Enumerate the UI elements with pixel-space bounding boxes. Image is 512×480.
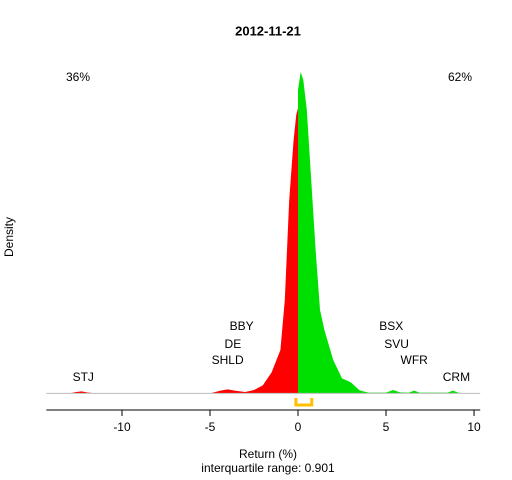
- x-axis-label: Return (%): [239, 447, 297, 461]
- density-area: [298, 72, 466, 394]
- ticker-label: SVU: [384, 337, 409, 351]
- ticker-label: STJ: [73, 370, 94, 384]
- y-axis-label: Density: [2, 217, 16, 257]
- subtitle: interquartile range: 0.901: [201, 461, 335, 475]
- x-tick-label: 10: [467, 420, 481, 434]
- ticker-label: WFR: [401, 353, 429, 367]
- ticker-label: CRM: [443, 370, 470, 384]
- iqr-bracket: [294, 398, 314, 407]
- ticker-label: DE: [225, 337, 242, 351]
- x-tick-label: 0: [295, 420, 302, 434]
- x-tick-label: -10: [113, 420, 131, 434]
- ticker-label: SHLD: [212, 353, 244, 367]
- right-share: 62%: [448, 70, 472, 84]
- chart-title: 2012-11-21: [235, 23, 301, 38]
- ticker-label: BBY: [230, 319, 254, 333]
- x-tick-label: 5: [383, 420, 390, 434]
- ticker-label: BSX: [379, 319, 403, 333]
- x-tick-label: -5: [205, 420, 216, 434]
- density-area: [69, 108, 299, 394]
- left-share: 36%: [66, 70, 90, 84]
